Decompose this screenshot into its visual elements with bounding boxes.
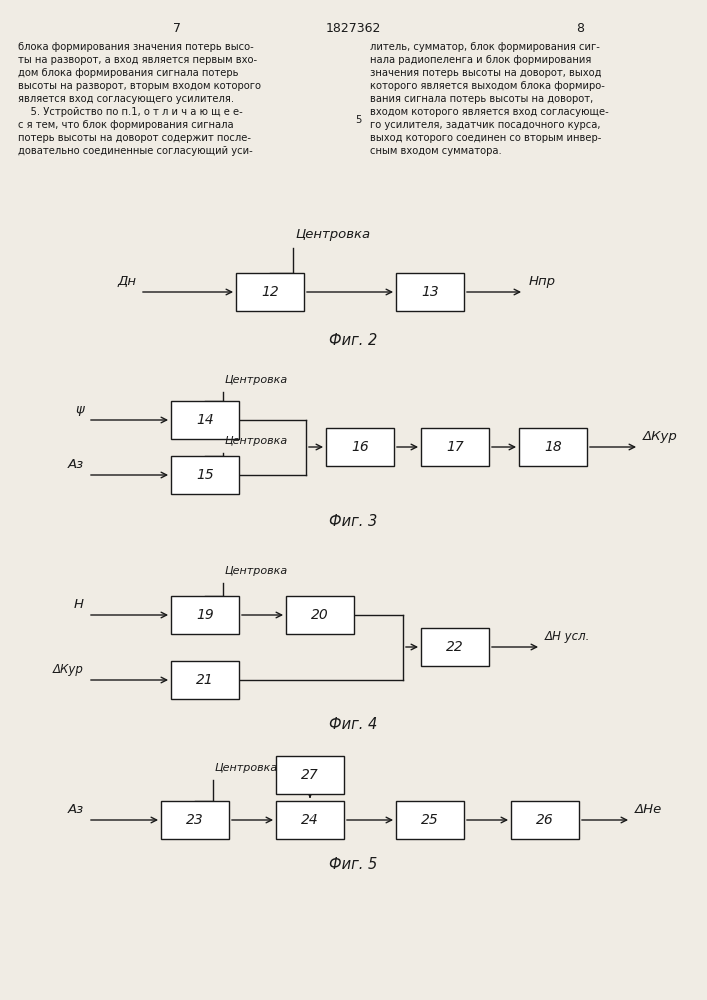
Text: 22: 22 bbox=[446, 640, 464, 654]
Bar bbox=[276, 801, 344, 839]
Text: Центровка: Центровка bbox=[225, 566, 288, 576]
Bar bbox=[511, 801, 579, 839]
Text: 26: 26 bbox=[536, 813, 554, 827]
Text: 7: 7 bbox=[173, 22, 181, 35]
Bar bbox=[171, 401, 239, 439]
Text: 17: 17 bbox=[446, 440, 464, 454]
Bar bbox=[286, 596, 354, 634]
Text: блока формирования значения потерь высо-
ты на разворот, а вход является первым : блока формирования значения потерь высо-… bbox=[18, 42, 261, 156]
Text: 15: 15 bbox=[196, 468, 214, 482]
Text: 23: 23 bbox=[186, 813, 204, 827]
Bar bbox=[326, 428, 394, 466]
Text: 8: 8 bbox=[576, 22, 584, 35]
Text: ΔН усл.: ΔН усл. bbox=[545, 630, 590, 643]
Bar bbox=[421, 428, 489, 466]
Bar bbox=[171, 661, 239, 699]
Bar bbox=[276, 756, 344, 794]
Text: Фиг. 4: Фиг. 4 bbox=[329, 717, 377, 732]
Text: 20: 20 bbox=[311, 608, 329, 622]
Text: литель, сумматор, блок формирования сиг-
нала радиопеленга и блок формирования
з: литель, сумматор, блок формирования сиг-… bbox=[370, 42, 609, 156]
Bar bbox=[161, 801, 229, 839]
Text: ΔНе: ΔНе bbox=[635, 803, 662, 816]
Text: 19: 19 bbox=[196, 608, 214, 622]
Text: Нпр: Нпр bbox=[529, 275, 556, 288]
Text: 27: 27 bbox=[301, 768, 319, 782]
Bar bbox=[519, 428, 587, 466]
Bar bbox=[171, 456, 239, 494]
Text: Центровка: Центровка bbox=[215, 763, 279, 773]
Text: Фиг. 3: Фиг. 3 bbox=[329, 514, 377, 529]
Text: ψ: ψ bbox=[75, 403, 84, 416]
Text: 24: 24 bbox=[301, 813, 319, 827]
Text: Центровка: Центровка bbox=[225, 436, 288, 446]
Bar bbox=[396, 801, 464, 839]
Text: Центровка: Центровка bbox=[295, 228, 370, 241]
Text: Н: Н bbox=[74, 598, 84, 611]
Text: Фиг. 5: Фиг. 5 bbox=[329, 857, 377, 872]
Text: 18: 18 bbox=[544, 440, 562, 454]
Text: ΔКур: ΔКур bbox=[643, 430, 678, 443]
Text: 14: 14 bbox=[196, 413, 214, 427]
Bar bbox=[396, 273, 464, 311]
Text: Аз: Аз bbox=[68, 803, 84, 816]
Text: ΔКур: ΔКур bbox=[53, 663, 84, 676]
Text: 5: 5 bbox=[355, 115, 361, 125]
Text: Центровка: Центровка bbox=[225, 375, 288, 385]
Bar bbox=[171, 596, 239, 634]
Text: 21: 21 bbox=[196, 673, 214, 687]
Text: 1827362: 1827362 bbox=[325, 22, 380, 35]
Text: 12: 12 bbox=[261, 285, 279, 299]
Text: 13: 13 bbox=[421, 285, 439, 299]
Text: Фиг. 2: Фиг. 2 bbox=[329, 333, 377, 348]
Text: Аз: Аз bbox=[68, 458, 84, 471]
Text: 25: 25 bbox=[421, 813, 439, 827]
Text: 16: 16 bbox=[351, 440, 369, 454]
Bar bbox=[421, 628, 489, 666]
Text: Дн: Дн bbox=[117, 275, 136, 288]
Bar bbox=[236, 273, 304, 311]
